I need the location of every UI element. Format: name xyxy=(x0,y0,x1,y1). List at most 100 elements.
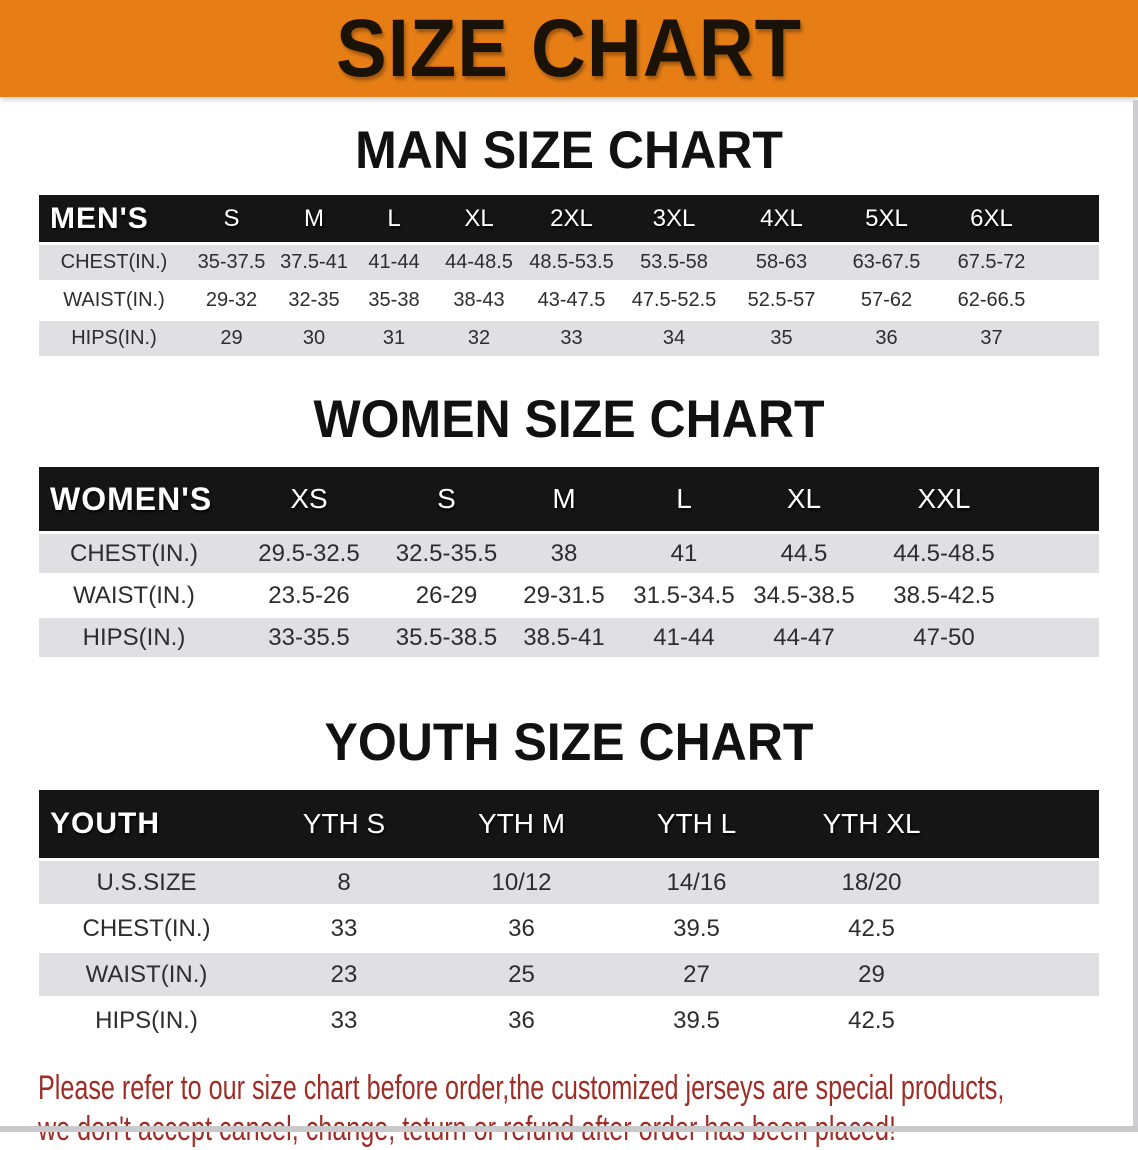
table-header-row: WOMEN'S XS S M L XL XXL xyxy=(39,467,1099,533)
size-chart-banner: SIZE CHART xyxy=(0,0,1138,97)
header-filler-cell xyxy=(959,790,1099,860)
size-value: 37 xyxy=(980,327,1003,349)
women-size-section: WOMEN SIZE CHART WOMEN'S XS S M L XL XXL CHEST(… xyxy=(0,389,1138,657)
size-value: 29-32 xyxy=(205,289,258,311)
size-value: 48.5-53.5 xyxy=(529,251,614,273)
size-column-header: S xyxy=(389,467,504,533)
measurement-row: WAIST(IN.) 23.5-26 26-29 29-31.5 31.5-34.5 34… xyxy=(39,574,1099,617)
size-value: 62-66.5 xyxy=(957,289,1026,311)
row-label: WAIST(IN.) xyxy=(63,289,165,311)
row-label: CHEST(IN.) xyxy=(60,251,168,273)
row-label: WAIST(IN.) xyxy=(85,960,208,988)
size-column-header: S xyxy=(189,195,274,244)
size-value: 42.5 xyxy=(848,914,895,942)
youth-size-section: YOUTH SIZE CHART YOUTH YTH S YTH M YTH L YTH… xyxy=(0,712,1138,1042)
photo-edge-right xyxy=(1133,100,1138,1132)
row-filler-cell xyxy=(1044,282,1099,320)
size-value: 33 xyxy=(330,914,358,942)
size-value: 33 xyxy=(560,327,583,349)
size-column-header: L xyxy=(354,195,434,244)
size-column-header: YTH M xyxy=(434,790,609,860)
size-value: 29 xyxy=(858,960,885,988)
size-value: 42.5 xyxy=(848,1006,895,1034)
womens-size-table: WOMEN'S XS S M L XL XXL CHEST(IN.) 29.5-32.5 32.5… xyxy=(39,467,1099,657)
size-value: 29.5-32.5 xyxy=(258,539,360,567)
table-corner-label: YOUTH xyxy=(39,790,254,860)
order-disclaimer: Please refer to our size chart before or… xyxy=(38,1068,1138,1150)
women-section-title: WOMEN SIZE CHART xyxy=(313,389,825,449)
men-size-section: MAN SIZE CHART MEN'S S M L XL 2XL 3XL 4XL 5XL 6XL… xyxy=(0,120,1138,356)
size-column-header: 5XL xyxy=(834,195,939,244)
row-label: U.S.SIZE xyxy=(96,868,197,896)
row-filler-cell xyxy=(1044,244,1099,282)
size-column-header: 4XL xyxy=(729,195,834,244)
size-value: 39.5 xyxy=(673,1006,720,1034)
row-filler-cell xyxy=(1024,617,1099,658)
size-column-header: XXL xyxy=(864,467,1024,533)
row-label: HIPS(IN.) xyxy=(82,623,186,651)
size-value: 67.5-72 xyxy=(957,251,1026,273)
size-value: 41-44 xyxy=(368,251,420,273)
size-value: 32-35 xyxy=(288,289,340,311)
row-filler-cell xyxy=(1024,533,1099,575)
youth-size-table: YOUTH YTH S YTH M YTH L YTH XL U.S.SIZE 8 10/12… xyxy=(39,790,1099,1042)
size-column-header: XS xyxy=(229,467,389,533)
size-value: 34.5-38.5 xyxy=(753,581,855,609)
measurement-row: CHEST(IN.) 35-37.5 37.5-41 41-44 44-48.5 48.5… xyxy=(39,243,1099,282)
size-value: 47-50 xyxy=(913,623,975,651)
size-value: 35-38 xyxy=(368,289,420,311)
banner-title: SIZE CHART xyxy=(336,2,802,95)
size-value: 38 xyxy=(550,539,578,567)
size-column-header: M xyxy=(504,467,624,533)
size-value: 30 xyxy=(302,327,326,349)
measurement-row: HIPS(IN.) 29 30 31 32 33 34 35 36 37 xyxy=(39,319,1099,357)
size-value: 23 xyxy=(330,960,358,988)
row-filler-cell xyxy=(959,860,1099,906)
size-value: 57-62 xyxy=(860,289,913,311)
size-column-header: L xyxy=(624,467,744,533)
table-header-row: MEN'S S M L XL 2XL 3XL 4XL 5XL 6XL xyxy=(39,195,1099,244)
measurement-row: CHEST(IN.) 33 36 39.5 42.5 xyxy=(39,905,1099,952)
size-value: 10/12 xyxy=(491,868,552,896)
size-value: 32.5-35.5 xyxy=(395,539,498,567)
size-value: 43-47.5 xyxy=(537,289,606,311)
row-filler-cell xyxy=(1044,320,1099,357)
size-value: 37.5-41 xyxy=(280,251,348,273)
size-value: 31.5-34.5 xyxy=(633,581,735,609)
size-value: 23.5-26 xyxy=(268,581,350,609)
measurement-row: WAIST(IN.) 29-32 32-35 35-38 38-43 43-47.5 47.… xyxy=(39,281,1099,320)
size-value: 14/16 xyxy=(666,868,727,896)
size-value: 44.5-48.5 xyxy=(893,539,995,567)
size-value: 41 xyxy=(670,539,698,567)
row-label: CHEST(IN.) xyxy=(82,914,211,942)
size-value: 39.5 xyxy=(673,914,720,942)
size-value: 35-37.5 xyxy=(197,251,266,273)
size-value: 52.5-57 xyxy=(747,289,816,311)
row-filler-cell xyxy=(1024,575,1099,617)
size-value: 53.5-58 xyxy=(640,251,708,273)
row-label: HIPS(IN.) xyxy=(71,327,157,349)
size-value: 31 xyxy=(382,327,406,349)
table-header-row: YOUTH YTH S YTH M YTH L YTH XL xyxy=(39,790,1099,860)
size-value: 63-67.5 xyxy=(852,251,921,273)
size-value: 32 xyxy=(467,327,491,349)
table-corner-label: MEN'S xyxy=(39,195,189,244)
youth-section-title: YOUTH SIZE CHART xyxy=(324,712,814,772)
size-value: 27 xyxy=(683,960,710,988)
size-value: 33 xyxy=(330,1006,358,1034)
size-value: 36 xyxy=(508,1006,535,1034)
measurement-row: HIPS(IN.) 33-35.5 35.5-38.5 38.5-41 41-44 44-… xyxy=(39,616,1099,658)
men-section-title: MAN SIZE CHART xyxy=(355,120,783,180)
row-label: WAIST(IN.) xyxy=(73,581,195,609)
size-column-header: 6XL xyxy=(939,195,1044,244)
size-value: 36 xyxy=(875,327,898,349)
mens-size-table: MEN'S S M L XL 2XL 3XL 4XL 5XL 6XL CHEST(IN.) 35-37… xyxy=(39,195,1099,356)
size-column-header: YTH XL xyxy=(784,790,959,860)
header-filler-cell xyxy=(1044,195,1099,244)
table-corner-label: WOMEN'S xyxy=(39,467,229,533)
size-column-header: XL xyxy=(744,467,864,533)
size-value: 34 xyxy=(662,327,686,349)
photo-edge-bottom xyxy=(0,1126,1138,1132)
size-value: 29 xyxy=(220,327,243,349)
row-label: CHEST(IN.) xyxy=(70,539,198,567)
